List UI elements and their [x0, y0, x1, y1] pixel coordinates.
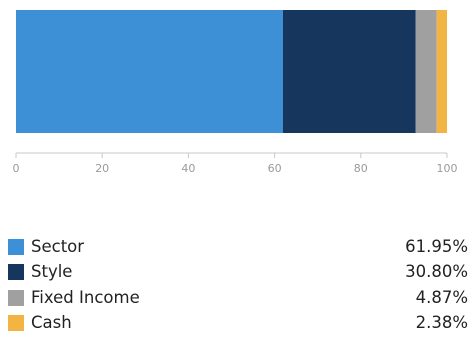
bar-segment-fixed-income — [415, 10, 437, 133]
x-tick-label: 20 — [95, 162, 109, 175]
legend-swatch-style — [8, 264, 24, 281]
legend-item-fixed-income: Fixed Income 4.87% — [8, 286, 470, 310]
legend-value-cash: 2.38% — [415, 312, 468, 332]
bar-segment-sector — [16, 10, 284, 133]
x-axis: 0 20 40 60 80 100 — [13, 152, 458, 175]
legend-item-cash: Cash 2.38% — [8, 311, 470, 335]
x-tick-label: 60 — [268, 162, 282, 175]
legend-item-sector: Sector 61.95% — [8, 235, 470, 259]
legend-item-style: Style 30.80% — [8, 260, 470, 284]
legend-label-fixed-income: Fixed Income — [31, 287, 140, 307]
stacked-bar-chart: 0 20 40 60 80 100 — [13, 10, 458, 175]
legend-value-fixed-income: 4.87% — [415, 287, 468, 307]
bar-segment-cash — [436, 10, 447, 133]
legend-swatch-sector — [8, 239, 24, 255]
x-tick-label: 80 — [354, 162, 368, 175]
legend-label-cash: Cash — [31, 312, 72, 332]
bar-segments — [16, 10, 447, 133]
legend-swatch-fixed-income — [8, 289, 24, 306]
bar-segment-style — [283, 10, 416, 133]
legend-value-sector: 61.95% — [405, 237, 468, 256]
legend-label-sector: Sector — [31, 237, 85, 256]
legend-value-style: 30.80% — [405, 262, 468, 282]
legend-swatch-cash — [8, 314, 24, 331]
legend: Sector 61.95% Style 30.80% Fixed Income … — [8, 235, 470, 336]
x-tick-label: 40 — [181, 162, 195, 175]
x-tick-label: 100 — [437, 162, 458, 175]
legend-label-style: Style — [31, 262, 73, 282]
x-tick-label: 0 — [13, 162, 20, 175]
